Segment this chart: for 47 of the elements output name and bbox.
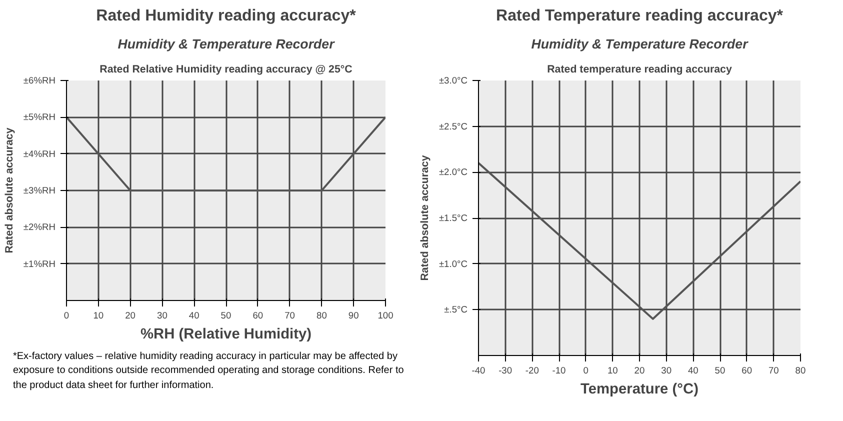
text: *Ex-factory values – relative humidity reading accuracy in particular may be affected by exposure to conditions outside recommended operating and storage conditions. Refer to the product data sheet for further information. [13, 350, 405, 393]
x-tick-label: -30 [498, 366, 512, 376]
y-tick-label: ±1%RH [23, 258, 56, 269]
x-tick-label: 10 [93, 310, 104, 320]
x-tick-label: 30 [661, 366, 672, 376]
x-tick-label: 70 [284, 310, 296, 320]
text: Rated Relative Humidity reading accuracy @ 25°C [100, 64, 353, 76]
x-tick-label: 100 [378, 310, 394, 320]
y-tick-label: ±3.0°C [438, 76, 468, 86]
x-tick-label: -20 [525, 366, 539, 376]
x-tick-label: 0 [64, 310, 70, 320]
y-tick-label: ±3%RH [23, 186, 56, 196]
x-axis-title: %RH (Relative Humidity) [140, 326, 312, 342]
x-tick-label: 80 [795, 366, 806, 376]
y-tick-label: ±2.0°C [438, 167, 468, 178]
x-tick-label: 10 [607, 366, 618, 376]
y-tick-label: ±4%RH [23, 148, 56, 159]
x-tick-label: 60 [252, 310, 264, 320]
x-axis-title: Temperature (°C) [580, 382, 699, 398]
x-tick-label: 50 [220, 310, 232, 320]
y-tick-label: ±2%RH [23, 222, 56, 232]
chart-subtitle: Humidity & Temperature Recorder [531, 36, 749, 52]
x-tick-label: -40 [472, 366, 486, 376]
text: Rated temperature reading accuracy [547, 64, 732, 76]
x-tick-label: 30 [157, 310, 168, 320]
chart-title: Rated Humidity reading accuracy* [96, 8, 357, 24]
y-tick-label: ±.5°C [444, 304, 468, 315]
y-axis-title: Rated absolute accuracy [418, 155, 431, 281]
y-tick-label: ±1.0°C [438, 258, 468, 269]
x-tick-label: 60 [742, 366, 752, 376]
y-tick-label: ±1.5°C [438, 213, 468, 223]
x-tick-label: 40 [688, 366, 698, 376]
x-tick-label: 40 [188, 310, 200, 320]
y-tick-label: ±2.5°C [438, 121, 468, 132]
x-tick-label: 0 [583, 366, 588, 376]
x-tick-label: 70 [768, 366, 779, 376]
chart-title: Rated Temperature reading accuracy* [496, 8, 784, 24]
x-tick-label: 20 [634, 366, 645, 376]
y-tick-label: ±5%RH [23, 112, 56, 122]
x-tick-label: 90 [348, 310, 359, 320]
x-tick-label: 80 [316, 310, 327, 320]
x-tick-label: 20 [125, 310, 136, 320]
x-tick-label: -10 [552, 366, 566, 376]
y-tick-label: ±6%RH [23, 76, 56, 86]
y-axis-title: Rated absolute accuracy [3, 128, 16, 254]
chart-subtitle: Humidity & Temperature Recorder [118, 36, 336, 52]
x-tick-label: 50 [714, 366, 726, 376]
